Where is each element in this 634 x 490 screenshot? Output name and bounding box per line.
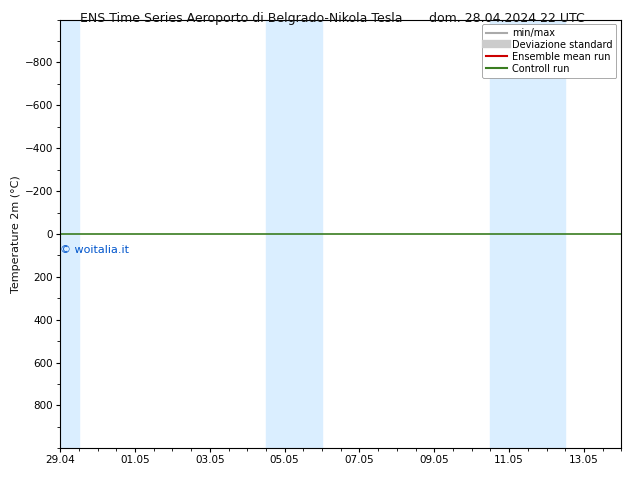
Legend: min/max, Deviazione standard, Ensemble mean run, Controll run: min/max, Deviazione standard, Ensemble m…: [482, 24, 616, 78]
Y-axis label: Temperature 2m (°C): Temperature 2m (°C): [11, 175, 21, 293]
Text: dom. 28.04.2024 22 UTC: dom. 28.04.2024 22 UTC: [429, 12, 585, 25]
Text: ENS Time Series Aeroporto di Belgrado-Nikola Tesla: ENS Time Series Aeroporto di Belgrado-Ni…: [80, 12, 402, 25]
Text: © woitalia.it: © woitalia.it: [60, 245, 129, 255]
Bar: [490, 20, 565, 448]
Bar: [266, 20, 322, 448]
Bar: [60, 20, 79, 448]
